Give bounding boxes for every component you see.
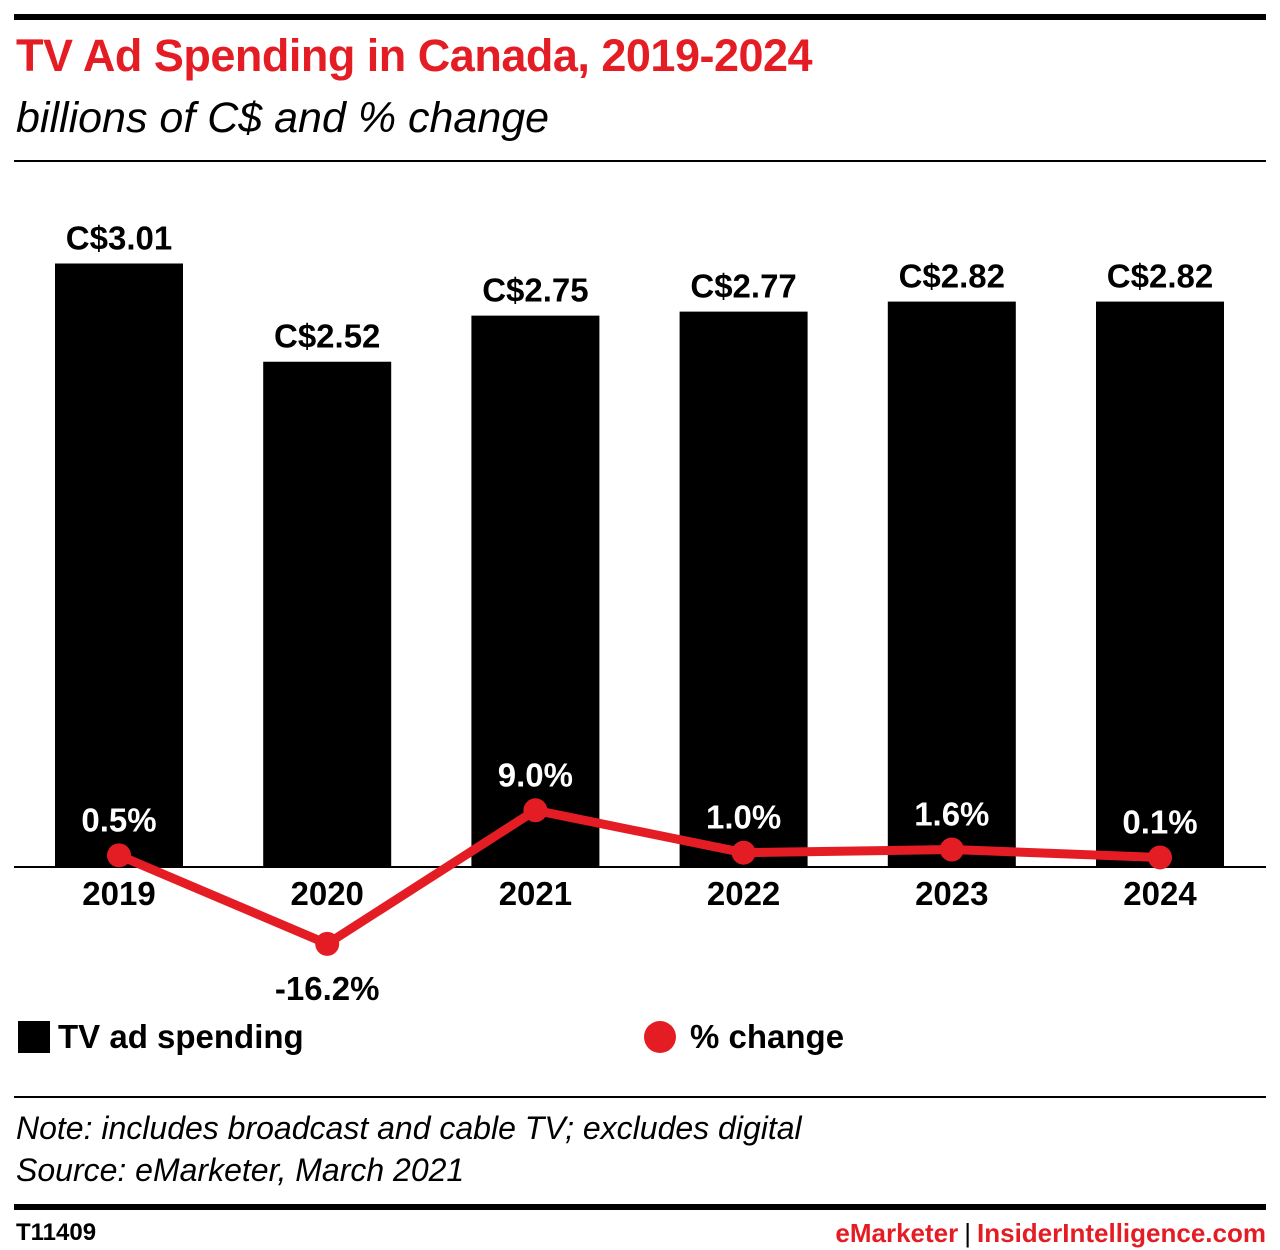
bar-series: C$3.01 C$2.52 C$2.75 C$2.77 C$2.82 C$2.82 bbox=[55, 219, 1224, 868]
x-tick-label: 2024 bbox=[1123, 875, 1197, 912]
legend-label-tv-ad-spending: TV ad spending bbox=[58, 1018, 304, 1055]
chart-subtitle: billions of C$ and % change bbox=[16, 94, 550, 142]
bar-2022 bbox=[679, 311, 808, 867]
percent-change-point bbox=[1148, 845, 1172, 870]
x-tick-label: 2020 bbox=[290, 875, 363, 912]
bar-value-label: C$3.01 bbox=[66, 219, 172, 256]
bar-value-label: C$2.52 bbox=[274, 318, 380, 355]
legend-swatch-dot-icon bbox=[644, 1021, 676, 1053]
percent-change-point bbox=[731, 840, 756, 865]
percent-change-series: 0.5% -16.2% 9.0% 1.0% 1.6% 0.1% bbox=[81, 756, 1197, 1007]
percent-change-label: 9.0% bbox=[498, 756, 573, 793]
brand-insider-intelligence[interactable]: InsiderIntelligence.com bbox=[977, 1218, 1266, 1248]
legend-label-percent-change: % change bbox=[690, 1018, 845, 1055]
x-tick-label: 2019 bbox=[82, 875, 155, 912]
percent-change-label: -16.2% bbox=[275, 970, 380, 1007]
bar-value-label: C$2.75 bbox=[482, 272, 588, 309]
percent-change-label: 1.6% bbox=[914, 796, 989, 833]
brand-emarketer[interactable]: eMarketer bbox=[835, 1218, 959, 1248]
bar-value-label: C$2.77 bbox=[690, 268, 796, 305]
legend-item-percent-change: % change bbox=[644, 1018, 844, 1056]
chart-source: Source: eMarketer, March 2021 bbox=[16, 1152, 465, 1188]
brand-footer: eMarketer | InsiderIntelligence.com bbox=[835, 1218, 1266, 1249]
chart-id: T11409 bbox=[16, 1219, 97, 1246]
bar-2019 bbox=[55, 263, 183, 867]
header-divider bbox=[14, 160, 1266, 162]
bar-value-label: C$2.82 bbox=[1107, 258, 1213, 295]
percent-change-point bbox=[107, 843, 131, 868]
bar-2023 bbox=[887, 301, 1016, 868]
bar-2021 bbox=[471, 315, 600, 867]
bar-value-label: C$2.82 bbox=[899, 258, 1005, 295]
percent-change-line bbox=[117, 805, 1161, 949]
chart-title: TV Ad Spending in Canada, 2019-2024 bbox=[16, 30, 813, 81]
brand-separator: | bbox=[964, 1218, 972, 1248]
bottom-rule bbox=[14, 1204, 1266, 1210]
percent-change-label: 0.5% bbox=[81, 801, 156, 838]
legend-item-tv-ad-spending: TV ad spending bbox=[18, 1018, 304, 1056]
chart-note: Note: includes broadcast and cable TV; e… bbox=[16, 1110, 802, 1146]
footer-divider bbox=[14, 1096, 1266, 1098]
percent-change-point bbox=[315, 931, 340, 956]
x-tick-label: 2022 bbox=[707, 875, 780, 912]
x-tick-label: 2023 bbox=[915, 875, 988, 912]
percent-change-point bbox=[523, 798, 548, 823]
percent-change-label: 0.1% bbox=[1122, 803, 1197, 840]
bar-2024 bbox=[1096, 301, 1224, 868]
combo-chart: C$3.01 C$2.52 C$2.75 C$2.77 C$2.82 C$2.82 201… bbox=[14, 219, 1266, 1007]
x-axis-labels: 2019 2020 2021 2022 2023 2024 bbox=[82, 875, 1197, 912]
percent-change-point bbox=[939, 837, 964, 862]
top-rule bbox=[14, 14, 1266, 20]
x-tick-label: 2021 bbox=[499, 875, 572, 912]
percent-change-label: 1.0% bbox=[706, 799, 781, 836]
legend-swatch-square-icon bbox=[18, 1021, 50, 1053]
bar-2020 bbox=[263, 361, 392, 867]
